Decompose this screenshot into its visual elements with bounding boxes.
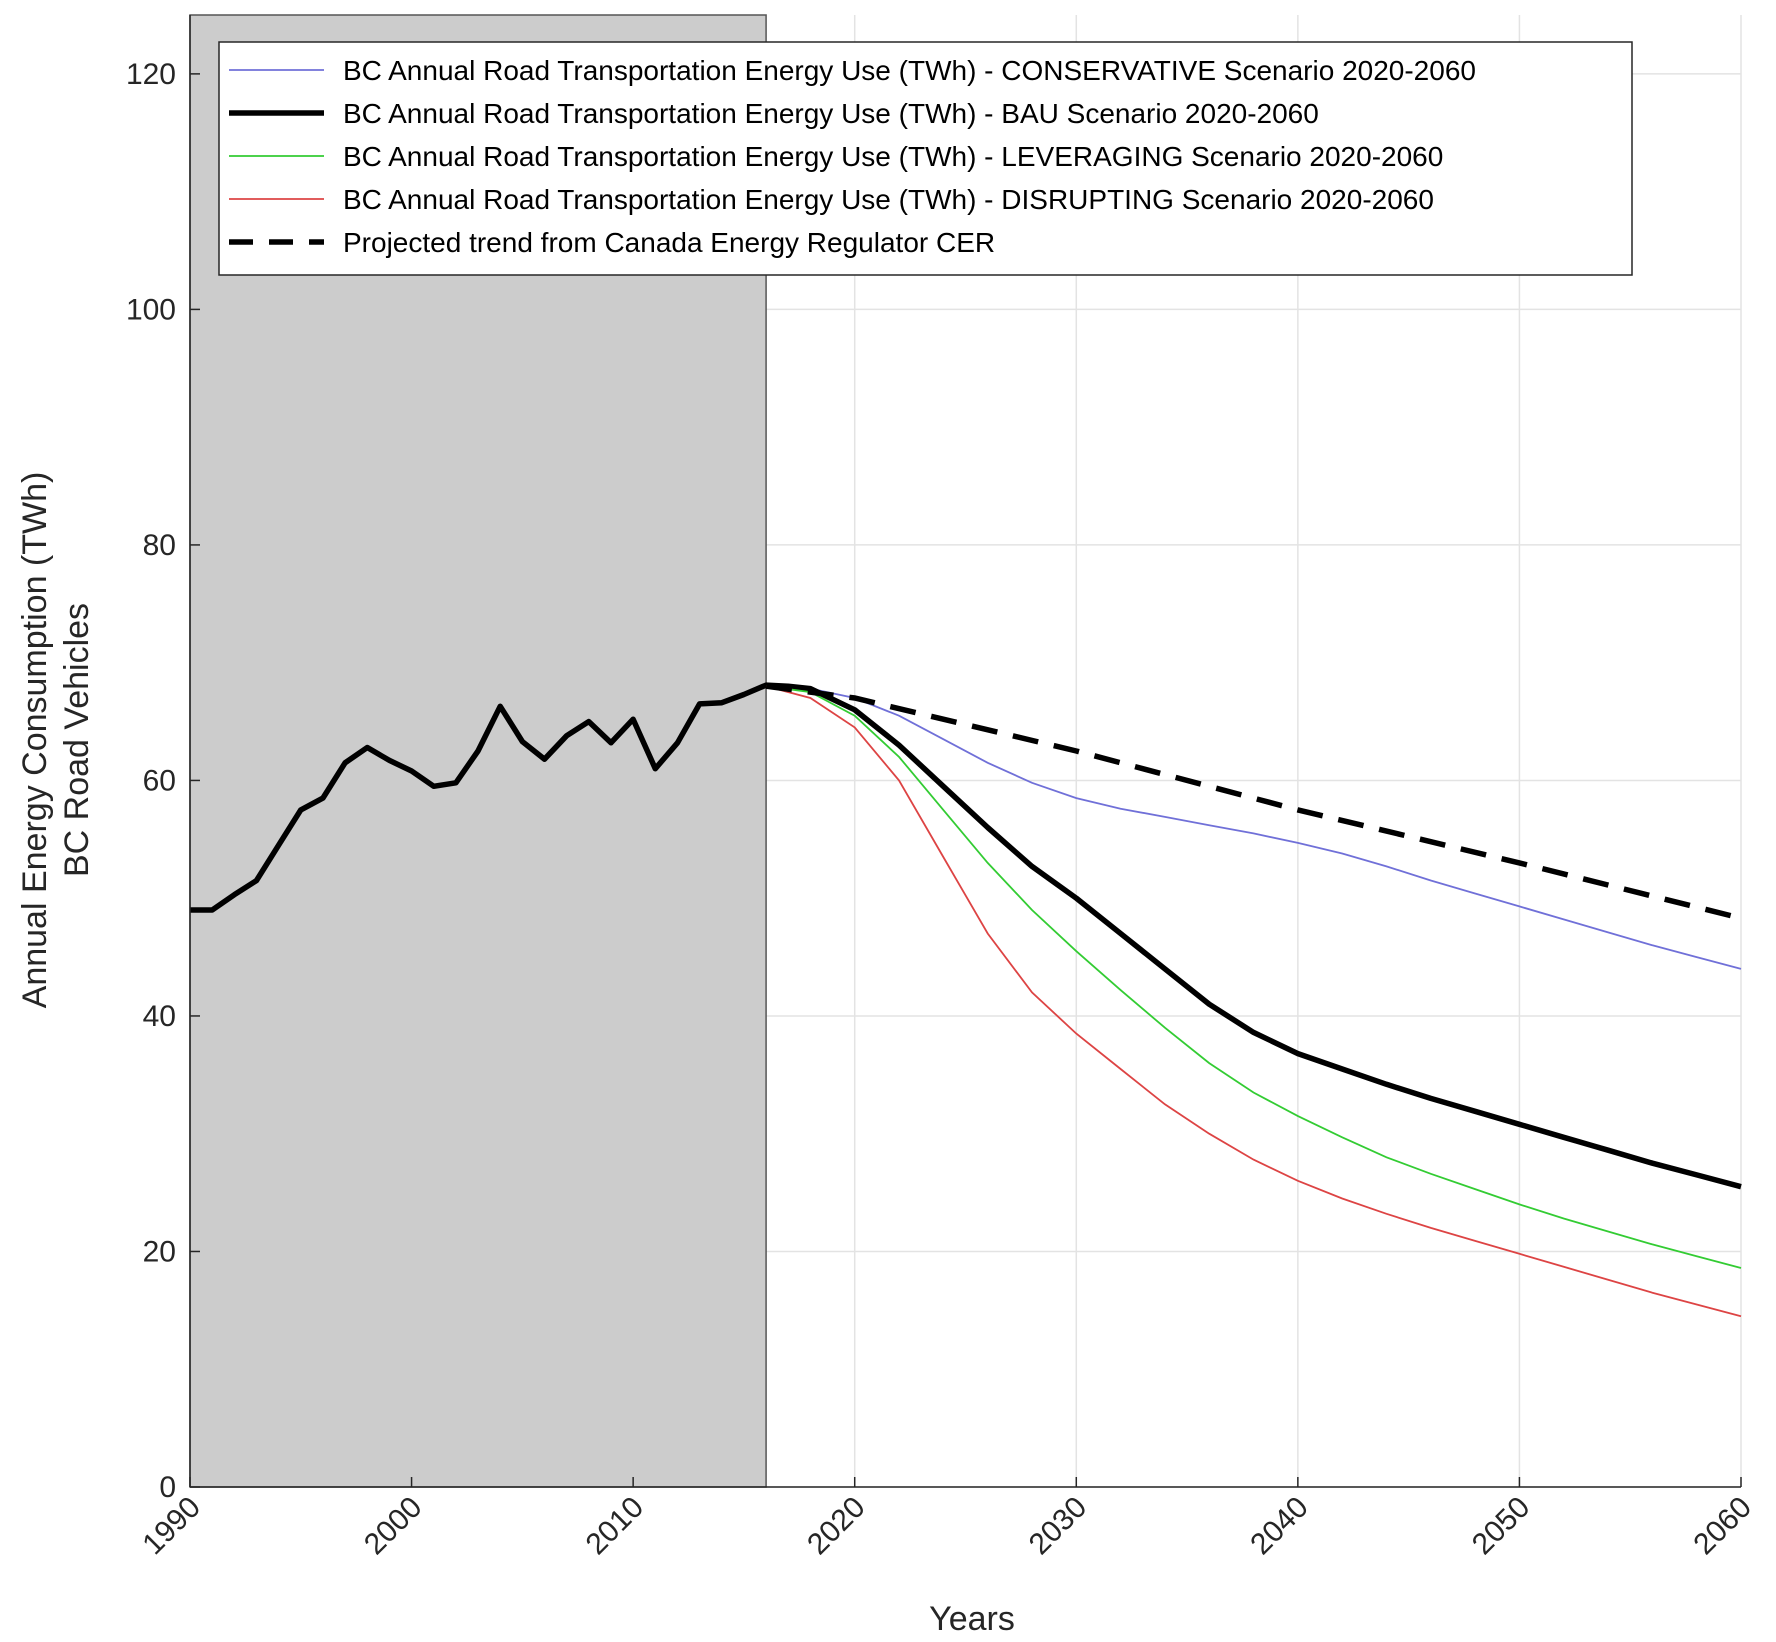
y-tick-label: 40	[143, 1000, 176, 1033]
y-tick-label: 20	[143, 1235, 176, 1268]
legend: BC Annual Road Transportation Energy Use…	[218, 41, 1633, 276]
series-line-0	[766, 685, 1742, 970]
y-axis-title-line-1: Annual Energy Consumption (TWh)	[16, 472, 54, 1009]
legend-label-0: BC Annual Road Transportation Energy Use…	[343, 55, 1476, 86]
legend-label-2: BC Annual Road Transportation Energy Use…	[343, 141, 1443, 172]
y-axis-title-line-2: BC Road Vehicles	[58, 603, 96, 877]
y-tick-label: 100	[126, 293, 176, 326]
series-line-4	[765, 683, 1742, 921]
legend-box	[218, 41, 1633, 276]
y-tick-label: 80	[143, 529, 176, 562]
series-line-3	[765, 685, 1742, 1318]
y-tick-label: 120	[126, 58, 176, 91]
series-line-2	[765, 685, 1742, 1269]
legend-label-3: BC Annual Road Transportation Energy Use…	[343, 184, 1434, 215]
legend-label-4: Projected trend from Canada Energy Regul…	[343, 227, 995, 258]
series-line-1	[190, 682, 1742, 1190]
y-tick-label: 60	[143, 764, 176, 797]
x-axis-title: Years	[929, 1600, 1015, 1638]
legend-label-1: BC Annual Road Transportation Energy Use…	[343, 98, 1319, 129]
y-tick-label: 0	[159, 1471, 176, 1504]
